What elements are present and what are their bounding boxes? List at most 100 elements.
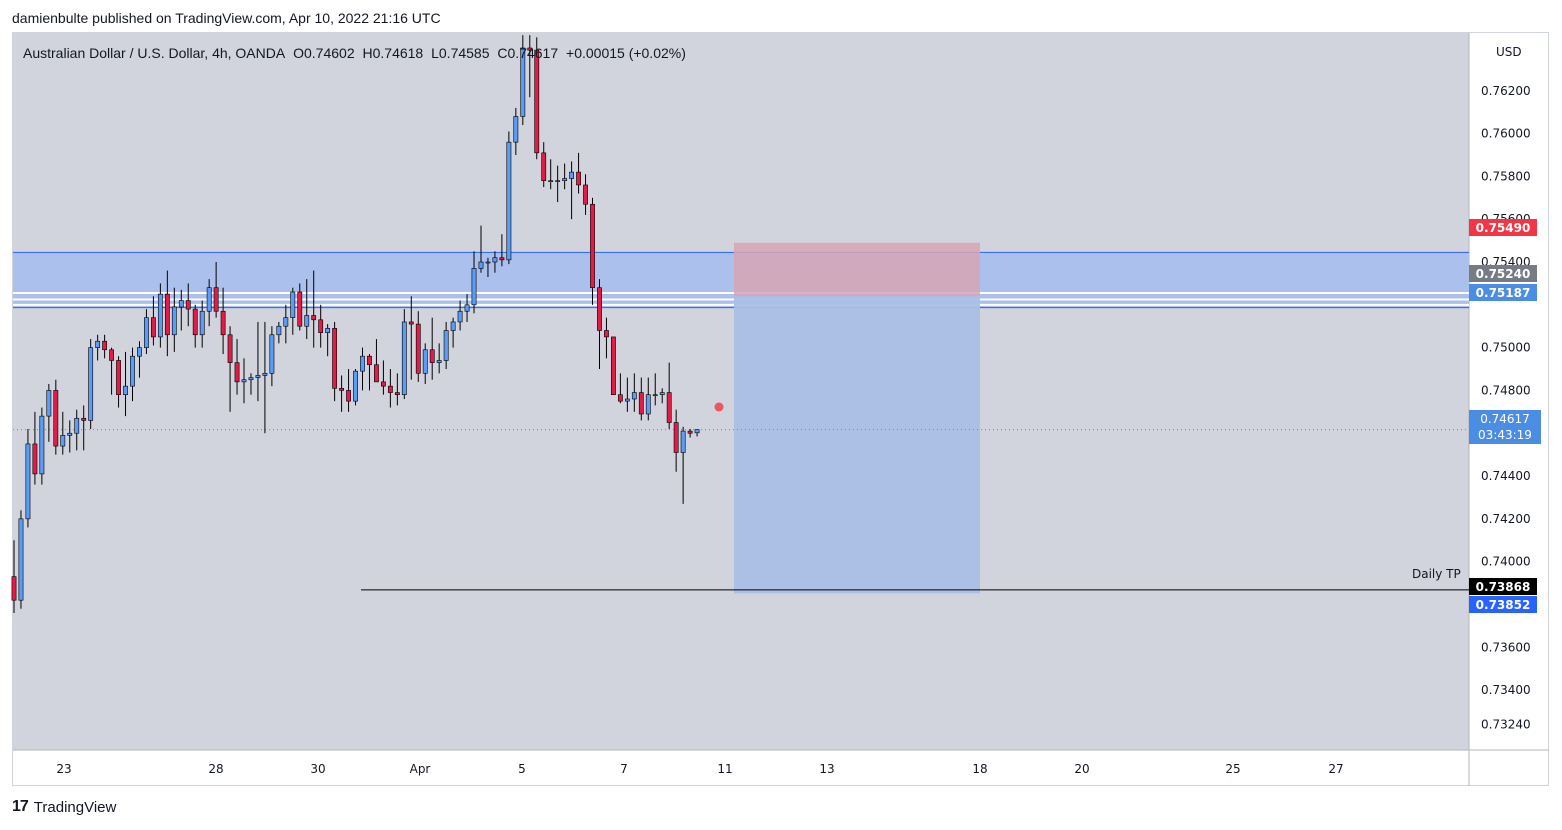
candle-down[interactable] xyxy=(415,323,421,374)
candle-up[interactable] xyxy=(694,429,700,434)
candle-up[interactable] xyxy=(645,394,651,415)
candle-down[interactable] xyxy=(234,362,240,383)
candle-down[interactable] xyxy=(220,310,226,336)
candle-down[interactable] xyxy=(332,328,338,389)
candle-up[interactable] xyxy=(46,390,52,417)
candle-up[interactable] xyxy=(478,261,484,269)
candle-down[interactable] xyxy=(185,300,191,310)
candle-down[interactable] xyxy=(687,430,693,434)
candle-down[interactable] xyxy=(576,171,581,186)
candle-up[interactable] xyxy=(171,306,177,336)
candle-up[interactable] xyxy=(443,330,449,361)
candle-up[interactable] xyxy=(67,432,73,436)
candle-down[interactable] xyxy=(346,390,351,402)
candle-up[interactable] xyxy=(513,116,519,143)
candle-up[interactable] xyxy=(255,375,261,378)
candle-down[interactable] xyxy=(541,152,547,181)
candle-down[interactable] xyxy=(638,392,644,415)
candle-up[interactable] xyxy=(241,379,247,383)
candle-up[interactable] xyxy=(520,47,526,117)
candle-down[interactable] xyxy=(394,392,400,396)
candle-up[interactable] xyxy=(457,310,463,323)
candle-down[interactable] xyxy=(213,287,219,312)
candle-down[interactable] xyxy=(499,257,505,261)
candle-up[interactable] xyxy=(485,261,491,264)
candle-down[interactable] xyxy=(583,184,588,205)
candle-up[interactable] xyxy=(631,392,637,400)
candle-up[interactable] xyxy=(680,430,686,453)
candle-down[interactable] xyxy=(32,443,38,475)
candle-up[interactable] xyxy=(471,268,477,306)
candle-up[interactable] xyxy=(506,141,512,261)
candle-up[interactable] xyxy=(144,317,149,348)
time-axis[interactable] xyxy=(13,750,1469,785)
candle-down[interactable] xyxy=(381,381,386,387)
candle-up[interactable] xyxy=(492,257,498,263)
candle-down[interactable] xyxy=(227,334,233,363)
alert-dot-icon[interactable] xyxy=(714,402,724,412)
candle-down[interactable] xyxy=(408,321,414,325)
candle-up[interactable] xyxy=(304,315,310,327)
candle-up[interactable] xyxy=(422,349,428,374)
candle-up[interactable] xyxy=(569,171,574,179)
candle-down[interactable] xyxy=(666,392,672,423)
candle-up[interactable] xyxy=(74,417,80,434)
candle-down[interactable] xyxy=(11,576,17,601)
candle-down[interactable] xyxy=(367,355,372,366)
footer-brand[interactable]: TradingView xyxy=(33,798,117,816)
candle-up[interactable] xyxy=(360,355,365,372)
candle-up[interactable] xyxy=(464,304,470,312)
candle-up[interactable] xyxy=(325,328,331,333)
candle-up[interactable] xyxy=(199,310,205,336)
candle-down[interactable] xyxy=(597,287,602,331)
candle-up[interactable] xyxy=(60,435,66,447)
candle-up[interactable] xyxy=(248,377,254,381)
candle-down[interactable] xyxy=(534,49,540,154)
tradingview-logo-icon[interactable]: 17 xyxy=(12,798,29,815)
candle-down[interactable] xyxy=(617,394,623,402)
candle-down[interactable] xyxy=(151,317,156,338)
candle-down[interactable] xyxy=(192,308,198,336)
candle-up[interactable] xyxy=(269,334,275,374)
stop-loss-zone[interactable] xyxy=(734,242,980,297)
candle-down[interactable] xyxy=(102,340,108,351)
candle-down[interactable] xyxy=(116,360,121,396)
candle-down[interactable] xyxy=(311,315,317,321)
candle-up[interactable] xyxy=(130,355,135,387)
candle-up[interactable] xyxy=(401,321,407,396)
candle-up[interactable] xyxy=(123,385,128,396)
candle-down[interactable] xyxy=(429,349,435,363)
candle-up[interactable] xyxy=(262,373,268,376)
candle-down[interactable] xyxy=(318,319,324,333)
legend-symbol[interactable]: Australian Dollar / U.S. Dollar, 4h, OAN… xyxy=(23,45,286,61)
candle-up[interactable] xyxy=(178,300,184,308)
candle-down[interactable] xyxy=(673,422,679,453)
candle-down[interactable] xyxy=(297,291,303,327)
take-profit-zone[interactable] xyxy=(734,296,980,594)
candle-up[interactable] xyxy=(276,325,282,336)
candle-down[interactable] xyxy=(611,336,616,396)
candle-up[interactable] xyxy=(353,370,358,402)
candle-up[interactable] xyxy=(95,340,101,348)
candle-down[interactable] xyxy=(109,349,114,361)
candle-up[interactable] xyxy=(283,317,289,327)
candle-down[interactable] xyxy=(81,417,87,421)
candle-up[interactable] xyxy=(436,360,442,363)
candle-up[interactable] xyxy=(562,178,568,181)
candle-up[interactable] xyxy=(555,180,561,182)
candle-down[interactable] xyxy=(339,387,344,391)
candle-up[interactable] xyxy=(652,394,658,397)
candle-up[interactable] xyxy=(206,287,212,312)
candle-up[interactable] xyxy=(39,415,45,475)
candle-up[interactable] xyxy=(659,392,665,396)
candle-up[interactable] xyxy=(18,518,24,601)
candle-up[interactable] xyxy=(157,293,163,338)
candle-down[interactable] xyxy=(53,390,59,447)
candle-up[interactable] xyxy=(290,291,296,318)
candle-down[interactable] xyxy=(590,203,595,288)
candle-up[interactable] xyxy=(624,398,630,402)
candle-down[interactable] xyxy=(374,364,379,383)
candle-up[interactable] xyxy=(137,347,142,357)
candle-down[interactable] xyxy=(527,47,533,51)
